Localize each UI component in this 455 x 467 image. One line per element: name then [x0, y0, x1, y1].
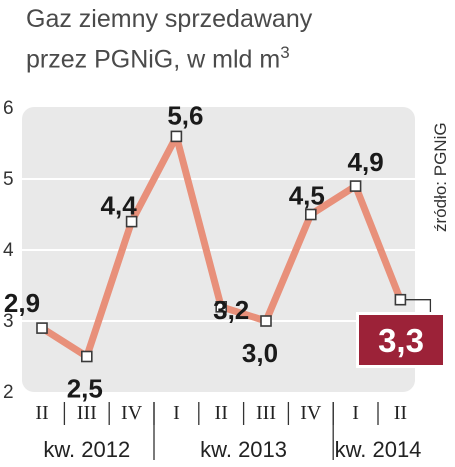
data-point-marker [394, 293, 407, 306]
y-tick-label: 5 [3, 169, 14, 190]
data-label: 4,9 [348, 147, 384, 177]
data-point-marker [81, 350, 93, 363]
chart-title-line2: przez PGNiG, w mld m3 [26, 36, 446, 76]
data-label: 5,6 [167, 100, 203, 130]
data-point-marker [170, 130, 183, 143]
x-tick-label: II [394, 402, 407, 424]
data-point-marker [349, 180, 362, 192]
data-label: 4,4 [101, 191, 138, 221]
x-tick-label: IV [121, 402, 143, 424]
y-tick-label: 6 [3, 98, 14, 119]
x-tick-label: II [215, 402, 228, 424]
data-point-marker [260, 315, 272, 327]
chart-title-line1: Gaz ziemny sprzedawany [26, 5, 313, 33]
chart-title-superscript: 3 [280, 43, 290, 62]
data-point-marker [215, 300, 227, 313]
x-tick-label: II [35, 402, 48, 424]
x-tick-label: I [173, 402, 180, 424]
highlight-leader-line [405, 299, 432, 315]
grid-lines [22, 178, 415, 322]
x-group-label: kw. 2012 [43, 437, 130, 462]
data-label: 3,0 [242, 338, 278, 368]
x-tick-label: I [352, 402, 359, 424]
x-group-label: kw. 2013 [200, 437, 287, 462]
series-line-group [36, 130, 407, 363]
x-tick-label: III [256, 402, 276, 424]
x-group-label: kw. 2014 [335, 437, 422, 462]
source-note: źródło: PGNiG [431, 122, 450, 232]
data-label: 2,9 [4, 288, 40, 318]
data-point-marker [304, 208, 317, 221]
data-label: 2,5 [67, 374, 103, 404]
data-point-marker [36, 322, 48, 334]
data-point-marker [125, 215, 138, 228]
data-label-group: 2,9 2,5 4,4 5,6 3,2 3,0 4,5 4,9 3,3 [4, 100, 446, 404]
x-tick-label: III [77, 402, 97, 424]
chart-title-line2-text: przez PGNiG, w mld m [26, 45, 281, 74]
y-axis: 2 3 4 5 6 [3, 98, 14, 403]
y-tick-label: 2 [3, 382, 14, 403]
y-tick-label: 3 [3, 311, 14, 332]
highlight-box [359, 315, 443, 365]
data-label: 3,2 [213, 295, 249, 325]
x-tick-label: IV [300, 402, 322, 424]
y-tick-label: 4 [3, 240, 14, 261]
chart-title: Gaz ziemny sprzedawany przez PGNiG, w ml… [26, 2, 446, 76]
data-label: 4,5 [289, 181, 325, 211]
data-label-latest: 3,3 [378, 322, 424, 359]
